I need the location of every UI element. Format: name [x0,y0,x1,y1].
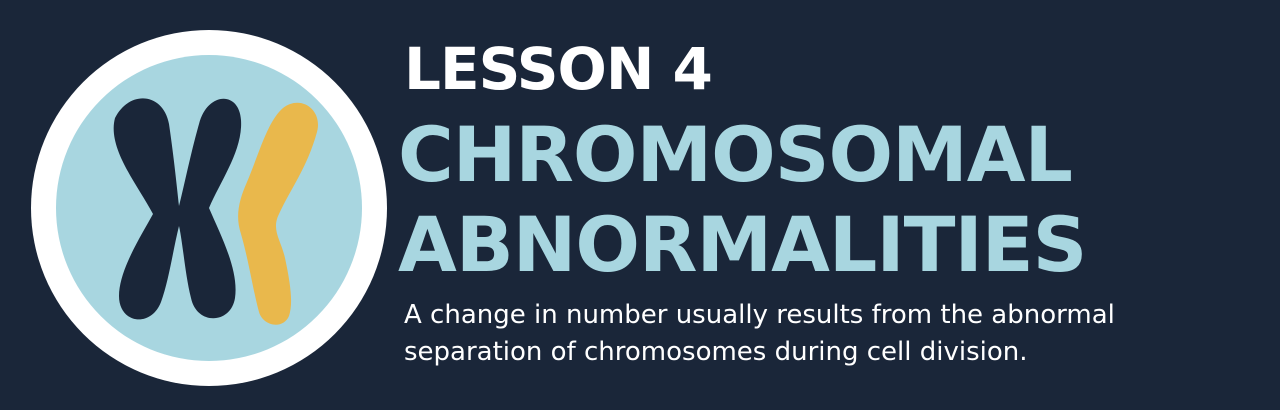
subtitle-line-1: A change in number usually results from … [404,300,1115,330]
lesson-subtitle: A change in number usually results from … [404,297,1115,371]
lesson-title-line-2: ABNORMALITIES [398,200,1087,289]
lesson-title-line-1: CHROMOSOMAL [398,110,1073,199]
chromosome-x [113,98,242,320]
chromatid [238,102,319,325]
lesson-label: LESSON 4 [404,35,713,103]
chromosome-icon [31,30,387,386]
subtitle-line-2: separation of chromosomes during cell di… [404,337,1028,367]
chromosome-emblem [31,30,387,386]
